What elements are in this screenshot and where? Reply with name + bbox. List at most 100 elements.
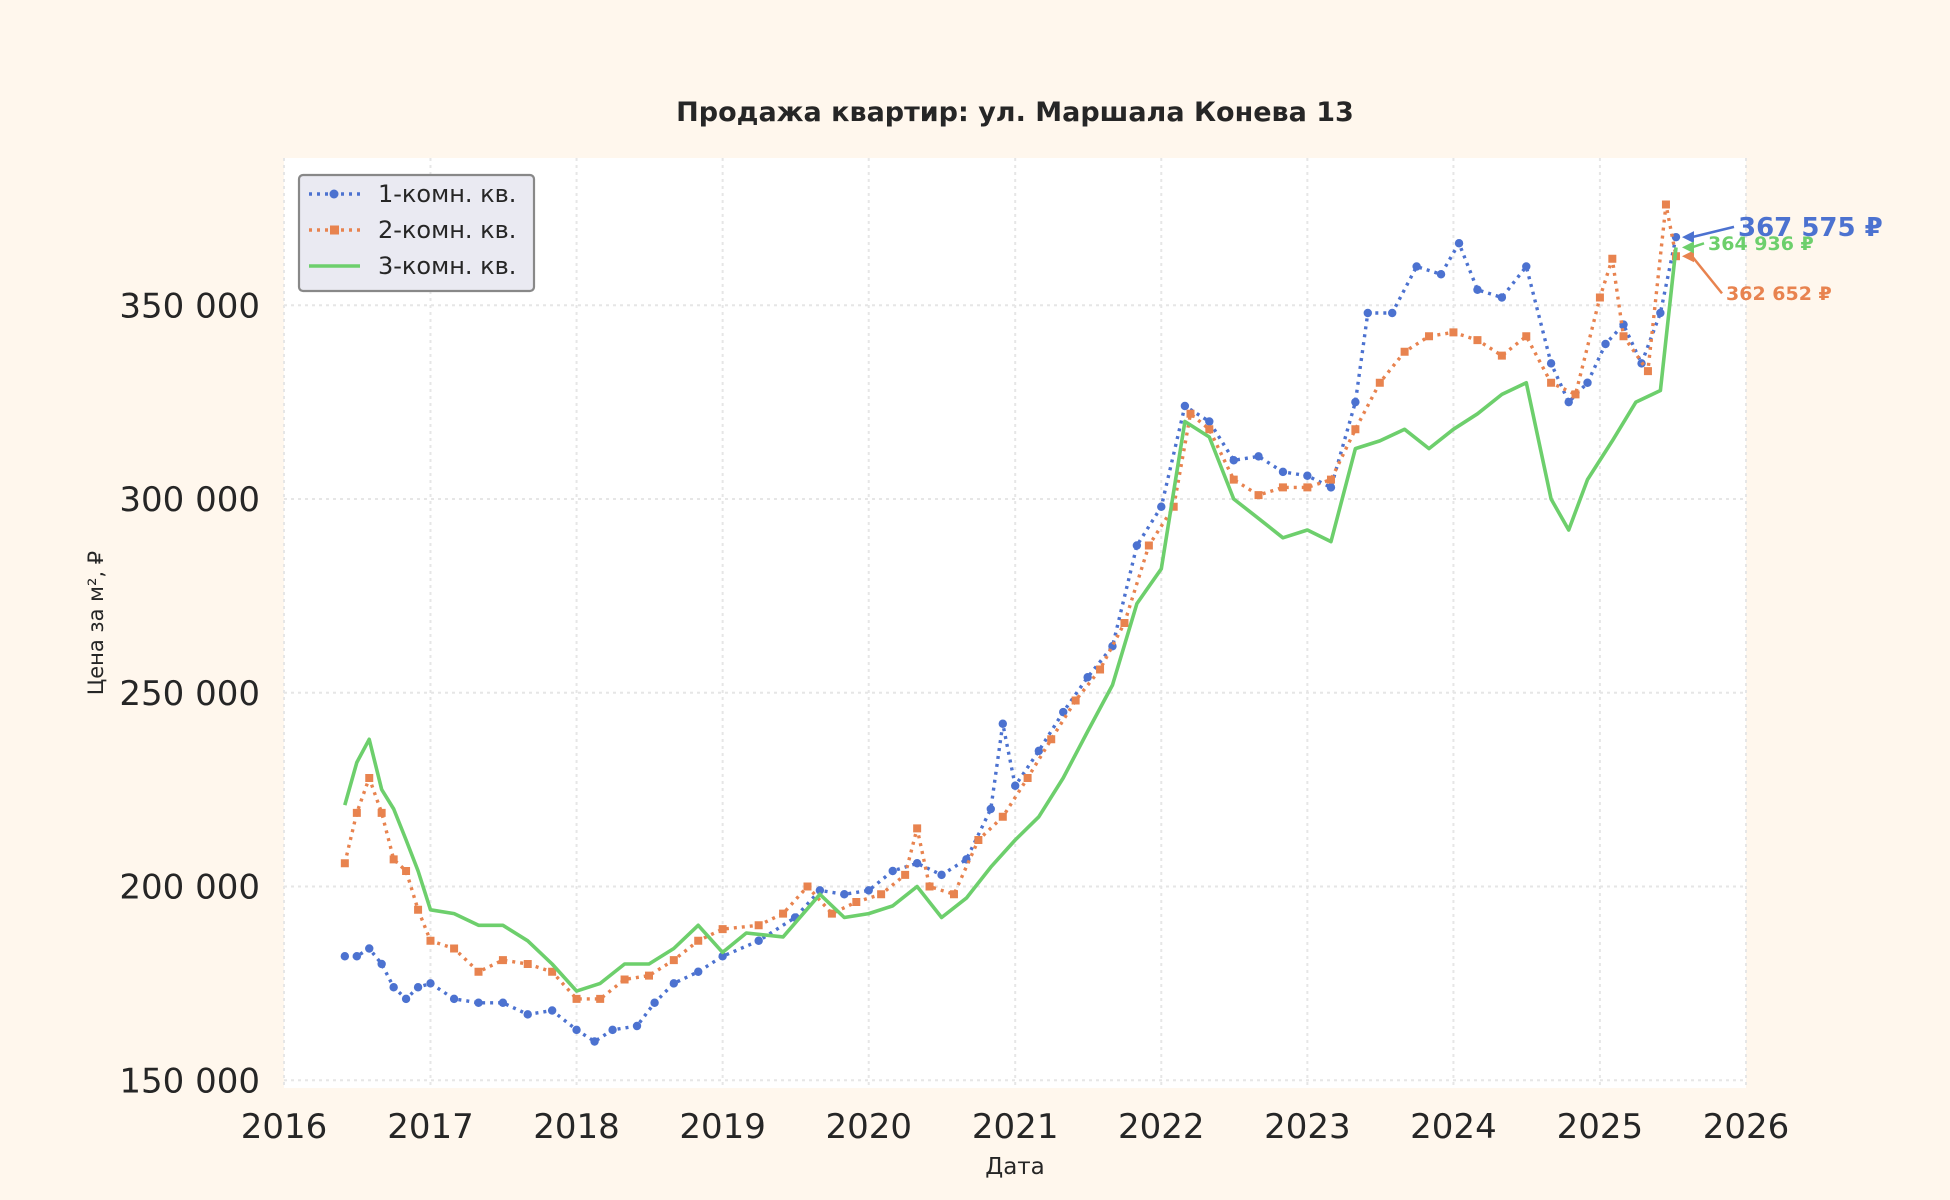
data-point <box>1059 707 1068 717</box>
data-point <box>389 983 398 992</box>
y-tick-label: 150 000 <box>119 1061 260 1101</box>
series-layer <box>340 200 1681 1046</box>
data-point <box>1278 483 1287 492</box>
data-point <box>1169 502 1178 511</box>
data-point <box>827 909 836 918</box>
data-point <box>754 936 763 945</box>
y-axis-ticks: 150 000 200 000 250 000 300 000 350 000 <box>119 286 260 1101</box>
data-point <box>1473 285 1482 294</box>
data-point <box>669 956 678 965</box>
x-axis-label: Дата <box>985 1154 1045 1180</box>
data-point <box>949 890 958 899</box>
legend[interactable]: 1-комн. кв. 2-комн. кв. 3-комн. кв. <box>297 173 536 293</box>
data-point <box>1436 270 1446 279</box>
annotation-3: 364 936 ₽ <box>1681 233 1814 255</box>
data-point <box>340 952 350 961</box>
data-point <box>1023 774 1032 782</box>
series-3 <box>343 247 1678 993</box>
y-tick-label: 300 000 <box>119 480 260 520</box>
data-point <box>352 952 362 961</box>
data-point <box>402 867 411 875</box>
annotation-label: 367 575 ₽ <box>1738 213 1883 243</box>
annotation-label: 364 936 ₽ <box>1708 233 1814 255</box>
data-point <box>1400 347 1409 356</box>
data-point <box>877 890 886 899</box>
legend-box <box>297 173 536 293</box>
y-tick-label: 350 000 <box>119 286 260 326</box>
data-point <box>901 870 910 879</box>
data-point <box>1643 367 1652 376</box>
data-point <box>498 998 508 1007</box>
data-point <box>426 936 435 945</box>
data-point <box>389 855 398 864</box>
data-point <box>1619 332 1628 341</box>
data-point <box>1132 541 1142 550</box>
data-point <box>1425 332 1434 341</box>
annotation-1: 367 575 ₽ <box>1681 213 1883 244</box>
data-point <box>572 1025 581 1035</box>
x-tick-label: 2020 <box>825 1107 912 1147</box>
data-point <box>1497 351 1506 360</box>
x-tick-label: 2019 <box>679 1107 766 1147</box>
data-point <box>1229 456 1238 465</box>
data-point <box>912 859 922 868</box>
data-point <box>1011 781 1020 790</box>
data-point <box>1180 401 1190 411</box>
data-point <box>1351 425 1360 434</box>
x-tick-label: 2025 <box>1557 1107 1644 1147</box>
data-point <box>1254 491 1263 500</box>
data-point <box>1157 502 1166 511</box>
data-point <box>669 979 679 988</box>
annotation-arrowhead <box>1681 231 1694 244</box>
legend-marker <box>329 189 339 199</box>
data-point <box>1522 332 1531 341</box>
data-point <box>1303 471 1312 480</box>
data-point <box>1254 452 1263 461</box>
data-point <box>547 1006 557 1015</box>
data-point <box>913 824 922 833</box>
data-point <box>1326 483 1336 492</box>
data-point <box>1071 696 1080 705</box>
data-point <box>1473 336 1482 345</box>
x-tick-label: 2017 <box>387 1107 474 1147</box>
data-point <box>1454 239 1464 248</box>
chart-title: Продажа квартир: ул. Маршала Конева 13 <box>676 97 1354 128</box>
data-point <box>1363 308 1372 318</box>
data-point <box>694 967 703 976</box>
data-point <box>1083 673 1092 682</box>
x-tick-label: 2024 <box>1410 1107 1497 1147</box>
data-point <box>632 1021 642 1031</box>
data-point <box>498 956 507 965</box>
legend-label: 3-комн. кв. <box>378 252 516 280</box>
x-tick-label: 2026 <box>1703 1107 1790 1147</box>
annotation-arrow <box>1691 242 1705 249</box>
data-point <box>718 925 727 934</box>
data-point <box>1047 735 1056 744</box>
legend-label: 2-комн. кв. <box>378 216 516 244</box>
data-point <box>1205 417 1214 426</box>
data-point <box>1205 425 1214 434</box>
data-point <box>474 998 483 1007</box>
final-value-annotations: 367 575 ₽ 362 652 ₽ 364 936 ₽ <box>1681 213 1883 305</box>
data-point <box>414 905 423 914</box>
data-point <box>596 994 605 1003</box>
data-point <box>1546 359 1556 368</box>
data-point <box>1375 378 1384 387</box>
legend-marker <box>330 225 339 235</box>
data-point <box>718 952 727 961</box>
data-point <box>377 808 386 817</box>
annotation-label: 362 652 ₽ <box>1726 283 1832 305</box>
data-point <box>1096 665 1105 674</box>
series-line <box>343 247 1678 993</box>
data-point <box>1656 308 1665 318</box>
data-point <box>377 959 386 969</box>
x-tick-label: 2021 <box>972 1107 1059 1147</box>
data-point <box>998 719 1007 728</box>
data-point <box>1351 397 1360 407</box>
data-point <box>1661 200 1670 209</box>
y-tick-label: 200 000 <box>119 868 260 908</box>
legend-item: 1-комн. кв. <box>309 180 516 208</box>
x-axis-ticks: 2016 2017 2018 2019 2020 2021 2022 2023 2024 2025… <box>241 1107 1790 1147</box>
data-point <box>1497 293 1507 302</box>
